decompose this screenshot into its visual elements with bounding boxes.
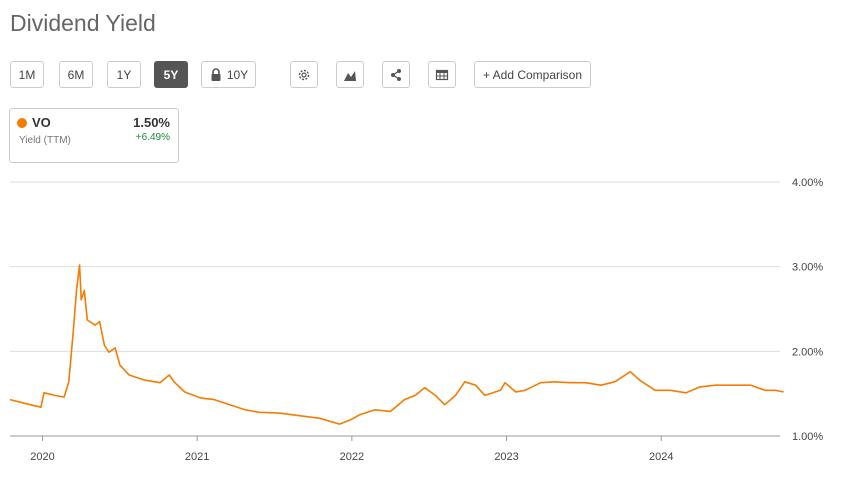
range-button[interactable]: 1Y (107, 61, 141, 88)
range-button[interactable]: 1M (10, 61, 44, 88)
add-comparison-button[interactable]: + Add Comparison (474, 61, 591, 88)
y-tick-label: 2.00% (792, 346, 823, 358)
legend-label: Yield (TTM) (19, 135, 71, 146)
range-button[interactable]: 10Y (201, 61, 256, 88)
x-tick-label: 2024 (649, 451, 673, 463)
share-button[interactable] (382, 61, 410, 88)
x-tick-label: 2020 (30, 451, 54, 463)
range-button[interactable]: 6M (59, 61, 93, 88)
table-icon (435, 69, 449, 80)
lock-icon (211, 67, 221, 81)
y-tick-label: 4.00% (792, 177, 823, 189)
gear-icon (298, 69, 310, 80)
share-icon (391, 68, 401, 81)
y-tick-label: 3.00% (792, 262, 823, 274)
page-title: Dividend Yield (10, 10, 156, 36)
x-tick-label: 2022 (340, 451, 364, 463)
chart-type-button[interactable] (336, 61, 364, 88)
settings-button[interactable] (290, 61, 318, 88)
chart: 1.00% 2.00% 3.00% 4.00% 2020 2021 2022 2023 2024 (9, 177, 823, 463)
chart-icon (344, 70, 356, 81)
series-line (9, 264, 784, 425)
table-button[interactable] (428, 61, 456, 88)
legend-symbol: VO (32, 115, 51, 130)
range-button[interactable]: 5Y (154, 61, 188, 88)
y-tick-label: 1.00% (792, 431, 823, 443)
x-tick-label: 2021 (185, 451, 209, 463)
legend-change: +6.49% (135, 132, 170, 143)
range-label: 10Y (226, 67, 249, 82)
legend-value: 1.50% (133, 115, 170, 130)
legend-card: VO 1.50% Yield (TTM) +6.49% (9, 108, 179, 163)
legend-dot (17, 118, 27, 128)
x-tick-label: 2023 (494, 451, 518, 463)
